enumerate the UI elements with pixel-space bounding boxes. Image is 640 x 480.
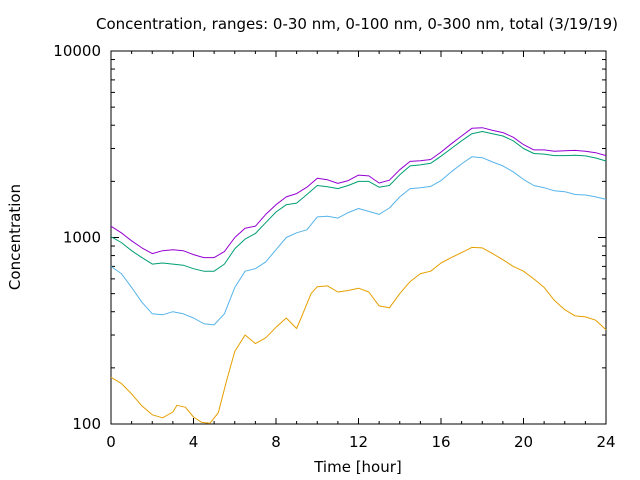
series-line-4	[110, 127, 607, 259]
y-axis: 100 1000 10000	[53, 42, 606, 433]
y-tick-label: 100	[72, 415, 101, 433]
y-tick-label: 10000	[53, 42, 101, 60]
y-axis-label: Concentration	[6, 184, 24, 290]
x-tick-label: 12	[349, 433, 368, 451]
x-tick-label: 20	[514, 433, 533, 451]
series-group	[110, 127, 607, 424]
x-tick-label: 16	[431, 433, 450, 451]
y-tick-label: 1000	[63, 229, 101, 247]
x-tick-label: 8	[271, 433, 281, 451]
x-tick-label: 0	[106, 433, 116, 451]
x-tick-label: 24	[596, 433, 615, 451]
series-line-1	[110, 246, 607, 424]
x-axis: 0 4 8 12 16 20 24	[106, 51, 616, 451]
chart-title: Concentration, ranges: 0-30 nm, 0-100 nm…	[96, 15, 618, 33]
x-tick-label: 4	[189, 433, 199, 451]
x-axis-label: Time [hour]	[313, 458, 402, 476]
plot-frame	[110, 50, 607, 425]
series-line-2	[110, 156, 607, 326]
series-line-3	[110, 131, 607, 272]
